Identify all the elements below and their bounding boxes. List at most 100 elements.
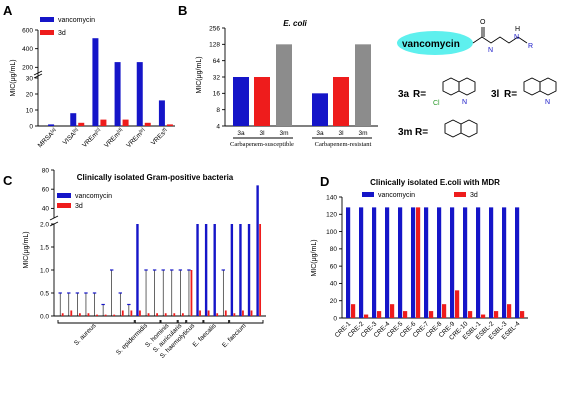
category-superscript-a: [c] <box>94 127 101 134</box>
bar-c-3d <box>207 310 210 316</box>
compound-3l-r-eq: R= <box>504 89 517 100</box>
legend-swatch-vancomycin-a <box>40 17 54 22</box>
bar-c-vancomycin <box>247 224 251 316</box>
group-bracket-c <box>177 320 187 324</box>
category-superscript-a: [a] <box>49 127 56 134</box>
bar-d-vancomycin <box>502 207 507 318</box>
group-label-b-1: Carbapenem-susceptible <box>230 141 294 148</box>
tick-label-b: 128 <box>209 42 220 49</box>
quinoline-3a-ring-2 <box>458 77 476 96</box>
compound-3a-r-eq: R= <box>413 89 426 100</box>
bar-c-vancomycin <box>136 224 139 316</box>
group-label-c: S. aureus <box>73 322 98 347</box>
bar-d-3d <box>520 311 525 318</box>
chart-title-b: E. coli <box>283 19 307 28</box>
bar-c-3d <box>242 310 244 316</box>
category-label-a: VREm[e] <box>125 127 147 149</box>
quinoline-3a-nitrogen: N <box>462 99 467 106</box>
legend-swatch-3d-d <box>454 192 466 197</box>
compound-3m-label: 3m <box>398 127 413 138</box>
r-group-structures: 3a R= Cl N 3l R= N 3m R= <box>398 77 557 138</box>
quinoline-3l-nitrogen: N <box>545 99 550 106</box>
tick-label-d: 20 <box>330 298 338 305</box>
tick-label-d: 100 <box>326 229 337 236</box>
bar-b <box>355 44 371 127</box>
bar-c-3d <box>121 310 124 316</box>
amide-nitrogen: N <box>488 47 493 54</box>
bar-a-vancomycin <box>136 62 143 126</box>
tick-label-a-high: 600 <box>22 27 33 34</box>
category-label-a: VREm[c] <box>81 127 103 149</box>
tick-label-c-low: 2.0 <box>40 221 49 228</box>
group-bracket-c <box>57 320 135 324</box>
group-label-b-2: Carbapenem-resistant <box>315 141 372 148</box>
bar-c-3d <box>87 313 90 316</box>
category-label-b: 3a <box>237 130 245 137</box>
bar-c-3d <box>61 313 64 316</box>
bar-c-3d <box>259 224 262 316</box>
bar-d-vancomycin <box>359 207 364 318</box>
tick-label-d: 40 <box>330 281 338 288</box>
legend-swatch-3d-a <box>40 30 54 35</box>
group-bracket-c <box>229 320 264 324</box>
group-label-c: E. faecalis <box>192 322 219 349</box>
panel-label-c: C <box>3 173 13 188</box>
bar-c-3d <box>156 313 159 316</box>
bar-d-vancomycin <box>489 207 494 318</box>
bar-c-3d <box>190 270 193 316</box>
group-bracket-c <box>203 320 230 324</box>
bar-c-vancomycin <box>256 185 259 316</box>
bar-a-vancomycin <box>70 113 77 126</box>
bar-c-3d <box>70 310 73 316</box>
compound-3a-label: 3a <box>398 89 410 100</box>
bar-d-vancomycin <box>424 207 429 318</box>
legend-swatch-3d-c <box>57 203 71 208</box>
bar-c-3d <box>96 314 98 316</box>
bar-d-3d <box>468 311 473 318</box>
bar-a-3d <box>78 122 85 126</box>
bar-d-3d <box>377 311 382 318</box>
bar-b <box>254 77 270 126</box>
axis-label-d-y: MIC(μg/mL) <box>311 239 318 276</box>
quinoline-3l-ring-1 <box>523 77 541 96</box>
panel-label-a: A <box>3 3 13 18</box>
bar-c-3d <box>78 313 81 316</box>
bar-c-vancomycin <box>204 224 208 316</box>
bar-d-3d <box>481 314 486 318</box>
tick-label-b: 16 <box>213 91 221 98</box>
bar-d-3d <box>429 311 434 318</box>
category-superscript-a: [e] <box>138 127 145 134</box>
bar-a-3d <box>166 124 173 126</box>
category-label-b: 3m <box>279 130 288 137</box>
bar-d-3d <box>364 314 369 318</box>
bar-c-3d <box>139 310 141 316</box>
chart-title-c: Clinically isolated Gram-positive bacter… <box>77 173 234 182</box>
bar-c-vancomycin <box>196 224 199 316</box>
axis-break-c-1 <box>49 215 59 221</box>
bar-c-3d <box>181 313 184 316</box>
tick-label-a-low: 30 <box>26 75 34 82</box>
axis-break-a-1 <box>33 73 43 79</box>
tick-label-d: 80 <box>330 246 338 253</box>
tick-label-c-low: 0.0 <box>40 313 49 320</box>
bar-a-3d <box>100 119 107 126</box>
bar-d-3d <box>351 304 356 318</box>
legend-label-vancomycin-c: vancomycin <box>75 193 112 200</box>
amine-hydrogen: H <box>515 26 520 33</box>
bar-d-vancomycin <box>346 207 351 318</box>
chlorine-label: Cl <box>433 100 440 107</box>
legend-label-vancomycin-d: vancomycin <box>378 192 415 199</box>
tick-label-c-high: 40 <box>42 206 50 213</box>
tick-label-c-low: 1.5 <box>40 244 49 251</box>
category-label-a: VISA[b] <box>61 127 81 147</box>
bar-d-vancomycin <box>372 207 377 318</box>
vancomycin-pill-label: vancomycin <box>402 39 460 50</box>
axis-break-a-2 <box>33 70 43 76</box>
axis-label-b-y: MIC(μg/mL) <box>196 56 203 93</box>
bar-d-vancomycin <box>437 207 442 318</box>
tick-label-a-low: 10 <box>26 107 34 114</box>
bar-d-3d <box>403 311 408 318</box>
bar-c-3d <box>233 313 236 316</box>
bar-a-vancomycin <box>92 38 99 126</box>
axis-label-c-y: MIC(μg/mL) <box>23 231 30 268</box>
